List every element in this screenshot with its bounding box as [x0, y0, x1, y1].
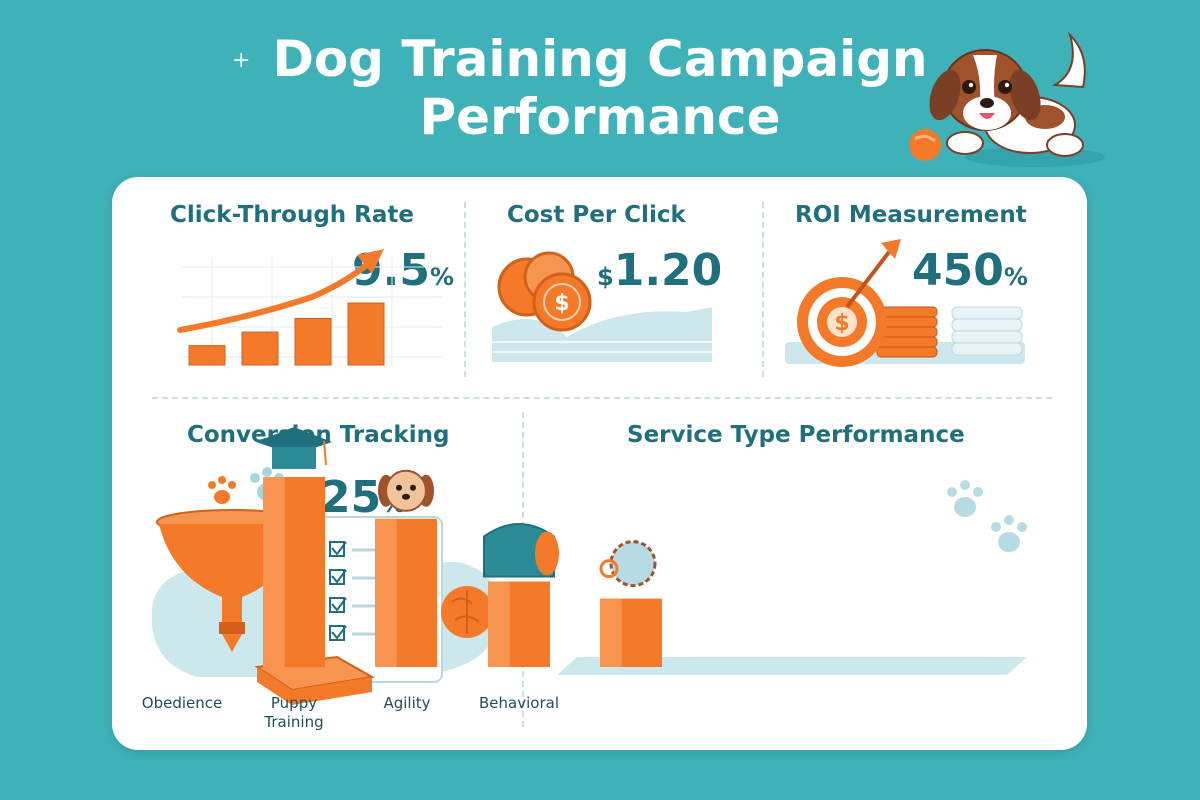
roi-value-unit: % — [1003, 263, 1028, 291]
ctr-trend-chart — [177, 249, 442, 367]
dashboard-card: Click-Through Rate 9.5% Cost Per Click $… — [112, 177, 1087, 750]
dog-mascot-illustration — [909, 31, 1105, 167]
ctr-arrow-head — [357, 249, 384, 274]
cpc-value-symbol: $ — [597, 263, 614, 291]
puppy-icon — [378, 469, 434, 512]
divider — [762, 202, 764, 377]
cpc-value: $1.20 — [597, 245, 722, 296]
roi-value-number: 450 — [912, 245, 1004, 296]
ctr-trend-arrow — [177, 259, 373, 333]
paw-icon — [947, 480, 1027, 552]
roi-value: 450% — [912, 245, 1028, 296]
svg-text:$: $ — [834, 311, 849, 336]
behavior-brain-icon — [599, 540, 657, 588]
category-label-line: Agility — [383, 694, 431, 712]
cpc-heading: Cost Per Click — [507, 202, 686, 228]
category-label: Behavioral — [459, 694, 579, 713]
paw-icon — [208, 476, 236, 504]
coin-stack-icon: $ — [497, 251, 592, 332]
ctr-bar — [241, 331, 279, 366]
divider — [464, 202, 466, 377]
agility-tunnel-icon — [483, 523, 559, 578]
coin-stack-icon — [876, 306, 938, 358]
category-label-line: Behavioral — [479, 694, 559, 712]
chart-baseline — [557, 657, 1027, 675]
ctr-bar — [347, 302, 385, 366]
roi-illustration: $ — [785, 239, 1025, 367]
cpc-wave-graphic — [492, 307, 712, 362]
service-bar-highlight — [600, 598, 622, 667]
service-chart-title: Service Type Performance — [627, 422, 965, 448]
category-label: Puppy Training — [234, 694, 354, 732]
brain-icon — [441, 586, 493, 638]
page-title-line-1: Dog Training Campaign — [272, 30, 928, 88]
category-label-line: Obedience — [141, 694, 223, 712]
graduation-cap-icon — [256, 427, 332, 469]
service-bar-highlight — [263, 477, 285, 667]
ctr-heading: Click-Through Rate — [170, 202, 414, 228]
svg-text:$: $ — [554, 291, 569, 316]
target-icon: $ — [797, 277, 887, 367]
service-bar-chart — [256, 427, 1027, 675]
conversion-value-number: 25 — [320, 472, 382, 523]
ctr-bar — [188, 345, 226, 366]
ctr-value-unit: % — [429, 263, 454, 291]
category-label-line: Puppy — [270, 694, 318, 712]
ctr-bar — [294, 318, 332, 366]
roi-heading: ROI Measurement — [795, 202, 1027, 228]
dart-icon — [845, 250, 891, 309]
sparkle-icon: + — [232, 48, 251, 73]
category-label: Agility — [347, 694, 467, 713]
divider — [152, 397, 1052, 399]
cpc-value-number: 1.20 — [613, 245, 723, 296]
cash-stack-icon — [951, 306, 1023, 356]
page-title-line-2: Performance — [419, 88, 781, 146]
service-bar-highlight — [488, 581, 510, 667]
page-title: Dog Training Campaign Performance — [200, 30, 1000, 146]
service-bar-highlight — [375, 518, 397, 667]
category-label-line: Training — [264, 713, 324, 731]
category-label: Obedience — [122, 694, 242, 713]
cpc-illustration: $ — [492, 251, 712, 362]
